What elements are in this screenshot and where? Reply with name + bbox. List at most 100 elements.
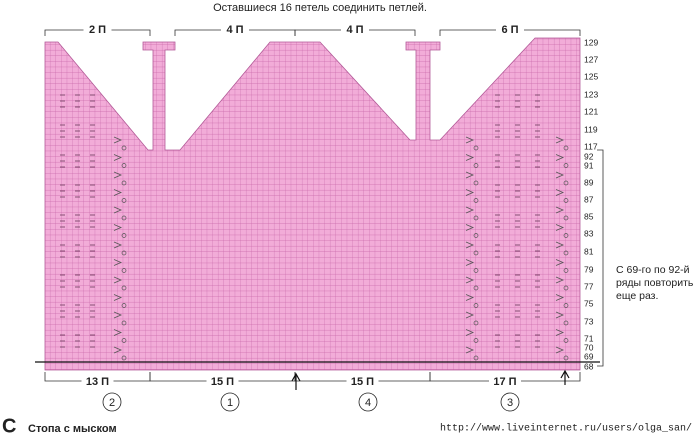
stitch-mark	[113, 294, 123, 301]
stitch-mark	[563, 303, 569, 308]
note-line: еще раз.	[616, 290, 658, 302]
stitch-mark	[121, 233, 127, 238]
stitch-mark	[555, 276, 565, 284]
row-number: 127	[584, 54, 598, 64]
stitch-mark	[113, 241, 123, 249]
stitch-mark	[465, 136, 475, 144]
stitch-mark	[113, 346, 123, 354]
caption: Стопа с мыском	[28, 423, 117, 435]
stitch-symbols	[60, 94, 569, 361]
stitch-mark	[555, 206, 565, 214]
stitch-mark	[563, 320, 569, 326]
row-number: 69	[584, 351, 594, 361]
stitch-mark	[473, 268, 479, 273]
row-number: 77	[584, 281, 594, 291]
stitch-mark	[465, 259, 475, 266]
top-label: 4 П	[346, 24, 363, 36]
stitch-mark	[113, 189, 123, 196]
stitch-mark	[555, 241, 565, 249]
stitch-mark	[465, 294, 475, 301]
stitch-mark	[563, 180, 569, 186]
stitch-mark	[563, 163, 569, 168]
stitch-mark	[555, 294, 565, 301]
stitch-mark	[465, 171, 475, 179]
stitch-mark	[121, 268, 127, 273]
bottom-measures: 13 П2 15 П 1 15 П 4 17 П 3	[44, 372, 581, 412]
stitch-mark	[473, 180, 479, 186]
stitch-mark	[113, 206, 123, 214]
stitch-mark	[555, 329, 565, 336]
stitch-mark	[121, 145, 127, 151]
bottom-label: 15 П	[211, 376, 234, 388]
stitch-mark	[113, 259, 123, 266]
row-number: 75	[584, 298, 594, 308]
row-number: 85	[584, 211, 594, 221]
row-number: 117	[584, 141, 598, 151]
label-bg	[489, 375, 521, 388]
row-number: 73	[584, 316, 594, 326]
repeat-bracket	[597, 149, 604, 367]
caption-letter: C	[2, 415, 16, 437]
row-number: 83	[584, 228, 594, 238]
label-bg	[221, 23, 249, 37]
stitch-mark	[113, 154, 123, 161]
section-circle	[102, 392, 122, 412]
stitch-mark	[555, 346, 565, 354]
row-number: 71	[584, 333, 594, 343]
row-number: 79	[584, 264, 594, 274]
label-bg	[83, 23, 112, 37]
stitch-mark	[563, 233, 569, 238]
stitch-mark	[473, 198, 479, 203]
stitch-mark	[555, 259, 565, 266]
note-line: ряды повторить	[616, 277, 694, 289]
stitch-mark	[563, 285, 569, 291]
stitch-mark	[473, 355, 479, 361]
top-label: 2 П	[89, 24, 106, 36]
bottom-label: 17 П	[493, 376, 516, 388]
stitch-mark	[473, 145, 479, 151]
row-number: 81	[584, 246, 594, 256]
stitch-mark	[113, 171, 123, 179]
section-number: 2	[109, 397, 115, 409]
section-number: 1	[227, 397, 233, 409]
stitch-mark	[113, 136, 123, 144]
row-number: 123	[584, 89, 598, 99]
note-line: С 69-го по 92-й	[616, 264, 690, 276]
stitch-mark	[555, 171, 565, 179]
top-measures: 2 П 4 П 4 П 6 П	[44, 23, 581, 37]
stitch-mark	[465, 241, 475, 249]
label-bg	[206, 375, 239, 388]
row-number: 121	[584, 106, 598, 116]
label-bg	[346, 375, 379, 388]
row-number: 91	[584, 160, 594, 170]
stitch-mark	[465, 329, 475, 336]
bottom-label: 15 П	[351, 376, 374, 388]
section-circle	[500, 392, 520, 412]
stitch-mark	[465, 346, 475, 354]
watermark: http://www.liveinternet.ru/users/olga_sa…	[440, 423, 692, 435]
stitch-mark	[473, 215, 479, 221]
stitch-mark	[473, 250, 479, 256]
stitch-mark	[555, 311, 565, 319]
title: Оставшиеся 16 петель соединить петлей.	[213, 2, 427, 14]
stitch-mark	[121, 338, 127, 343]
stitch-mark	[465, 311, 475, 319]
stitch-mark	[563, 215, 569, 221]
stitch-mark	[121, 303, 127, 308]
label-bg	[81, 375, 114, 388]
stitch-mark	[563, 198, 569, 203]
stitch-mark	[113, 311, 123, 319]
row-number: 87	[584, 194, 594, 204]
stitch-mark	[563, 268, 569, 273]
stitch-mark	[113, 276, 123, 284]
stitch-mark	[555, 189, 565, 196]
stitch-mark	[121, 250, 127, 256]
row-number: 129	[584, 37, 598, 47]
stitch-mark	[113, 224, 123, 231]
stitch-mark	[555, 154, 565, 161]
section-number: 3	[507, 397, 513, 409]
stitch-mark	[121, 320, 127, 326]
top-label: 4 П	[226, 24, 243, 36]
